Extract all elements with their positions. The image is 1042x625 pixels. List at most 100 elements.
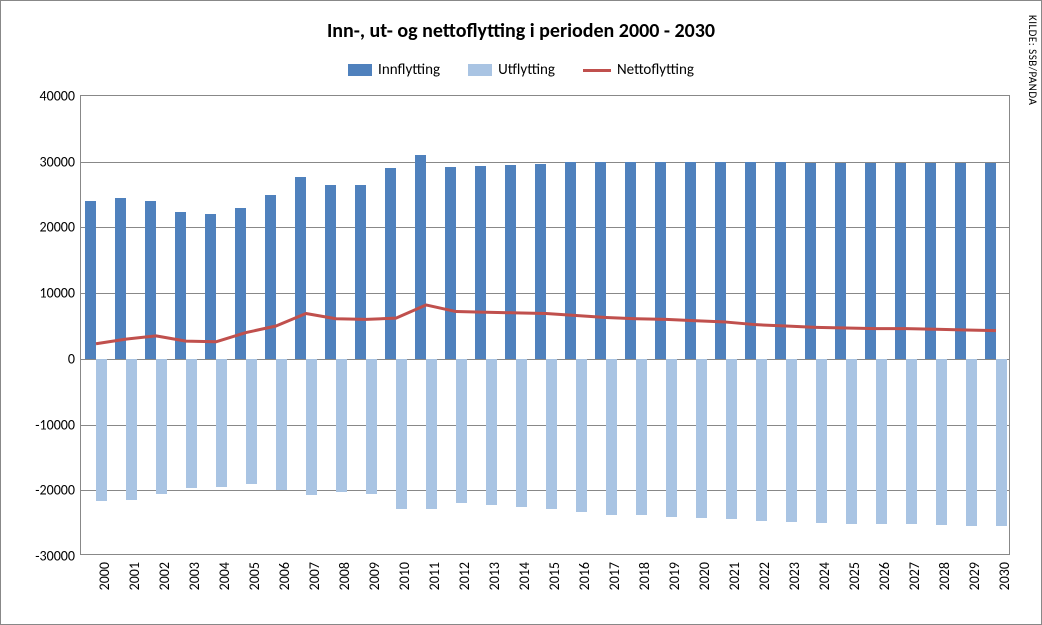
bar-innflytting bbox=[595, 162, 606, 359]
ytick-label: 10000 bbox=[40, 285, 75, 302]
xtick-label: 2010 bbox=[396, 562, 413, 590]
xtick-label: 2021 bbox=[726, 562, 743, 590]
bar-innflytting bbox=[865, 163, 876, 359]
legend-label: Innflytting bbox=[378, 61, 440, 79]
ytick-label: -10000 bbox=[35, 416, 75, 433]
xtick-label: 2015 bbox=[546, 562, 563, 590]
xtick-label: 2029 bbox=[966, 562, 983, 590]
bar-utflytting bbox=[126, 359, 137, 500]
xtick-label: 2022 bbox=[756, 562, 773, 590]
ytick-label: -30000 bbox=[35, 548, 75, 565]
bar-innflytting bbox=[925, 163, 936, 359]
bar-innflytting bbox=[715, 162, 726, 359]
legend-label: Utflytting bbox=[498, 61, 555, 79]
bar-utflytting bbox=[606, 359, 617, 515]
ytick-label: 30000 bbox=[40, 153, 75, 170]
bar-utflytting bbox=[576, 359, 587, 512]
xtick-label: 2017 bbox=[606, 562, 623, 590]
bar-innflytting bbox=[565, 162, 576, 358]
bar-innflytting bbox=[445, 167, 456, 359]
bar-innflytting bbox=[745, 162, 756, 358]
bar-utflytting bbox=[696, 359, 707, 518]
bar-utflytting bbox=[966, 359, 977, 526]
xtick-label: 2014 bbox=[516, 562, 533, 590]
ytick-label: 40000 bbox=[40, 88, 75, 105]
bar-utflytting bbox=[306, 359, 317, 495]
chart-container: Inn-, ut- og nettoflytting i perioden 20… bbox=[0, 0, 1042, 625]
bar-utflytting bbox=[246, 359, 257, 484]
ytick-label: 20000 bbox=[40, 219, 75, 236]
bar-utflytting bbox=[426, 359, 437, 509]
bar-utflytting bbox=[726, 359, 737, 519]
xtick-label: 2028 bbox=[936, 562, 953, 590]
xtick-label: 2005 bbox=[246, 562, 263, 590]
bar-utflytting bbox=[876, 359, 887, 525]
bar-innflytting bbox=[625, 162, 636, 358]
gridline bbox=[81, 490, 1009, 491]
bar-innflytting bbox=[415, 155, 426, 359]
bar-utflytting bbox=[756, 359, 767, 521]
bar-utflytting bbox=[846, 359, 857, 524]
bar-innflytting bbox=[985, 163, 996, 359]
bar-utflytting bbox=[666, 359, 677, 517]
bar-innflytting bbox=[115, 198, 126, 359]
bar-utflytting bbox=[486, 359, 497, 505]
bar-utflytting bbox=[156, 359, 167, 494]
xtick-label: 2025 bbox=[846, 562, 863, 590]
xtick-label: 2011 bbox=[426, 562, 443, 590]
bar-utflytting bbox=[636, 359, 647, 515]
bar-innflytting bbox=[355, 185, 366, 359]
chart-inner: Inn-, ut- og nettoflytting i perioden 20… bbox=[5, 5, 1037, 620]
legend-item: Utflytting bbox=[468, 61, 555, 79]
bar-innflytting bbox=[895, 163, 906, 359]
bar-utflytting bbox=[516, 359, 527, 507]
ytick-label: -20000 bbox=[35, 482, 75, 499]
xtick-label: 2013 bbox=[486, 562, 503, 590]
xtick-label: 2020 bbox=[696, 562, 713, 590]
bar-innflytting bbox=[505, 165, 516, 359]
xtick-label: 2016 bbox=[576, 562, 593, 590]
bar-innflytting bbox=[145, 201, 156, 359]
xtick-label: 2002 bbox=[156, 562, 173, 590]
chart-title: Inn-, ut- og nettoflytting i perioden 20… bbox=[5, 19, 1037, 43]
xtick-label: 2018 bbox=[636, 562, 653, 590]
xtick-label: 2006 bbox=[276, 562, 293, 590]
bar-innflytting bbox=[85, 201, 96, 359]
bar-utflytting bbox=[996, 359, 1007, 527]
bar-utflytting bbox=[336, 359, 347, 492]
xtick-label: 2001 bbox=[126, 562, 143, 590]
bar-innflytting bbox=[835, 163, 846, 359]
bar-utflytting bbox=[936, 359, 947, 525]
bar-innflytting bbox=[655, 162, 666, 359]
xtick-label: 2004 bbox=[216, 562, 233, 590]
xtick-label: 2019 bbox=[666, 562, 683, 590]
bar-utflytting bbox=[366, 359, 377, 494]
xtick-label: 2027 bbox=[906, 562, 923, 590]
bar-innflytting bbox=[955, 163, 966, 359]
xtick-label: 2009 bbox=[366, 562, 383, 590]
ytick-label: 0 bbox=[68, 350, 75, 367]
legend-swatch bbox=[348, 64, 372, 76]
xtick-label: 2008 bbox=[336, 562, 353, 590]
bar-utflytting bbox=[186, 359, 197, 488]
legend-swatch bbox=[468, 64, 492, 76]
source-label: KILDE: SSB/PANDA bbox=[1026, 15, 1039, 105]
xtick-label: 2000 bbox=[96, 562, 113, 590]
legend: InnflyttingUtflyttingNettoflytting bbox=[5, 61, 1037, 79]
bar-utflytting bbox=[276, 359, 287, 490]
bar-utflytting bbox=[786, 359, 797, 523]
xtick-label: 2030 bbox=[996, 562, 1013, 590]
bar-innflytting bbox=[265, 195, 276, 359]
xtick-label: 2023 bbox=[786, 562, 803, 590]
bar-innflytting bbox=[535, 164, 546, 359]
bar-innflytting bbox=[205, 214, 216, 359]
legend-item: Innflytting bbox=[348, 61, 440, 79]
bar-innflytting bbox=[685, 162, 696, 359]
bar-utflytting bbox=[906, 359, 917, 525]
legend-line bbox=[583, 69, 611, 72]
bar-utflytting bbox=[96, 359, 107, 502]
xtick-label: 2007 bbox=[306, 562, 323, 590]
bar-utflytting bbox=[396, 359, 407, 509]
xtick-label: 2024 bbox=[816, 562, 833, 590]
bar-innflytting bbox=[235, 208, 246, 359]
